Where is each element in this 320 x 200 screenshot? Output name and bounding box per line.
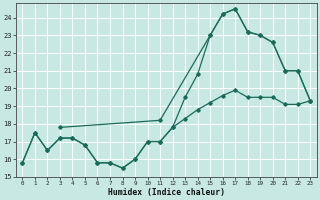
X-axis label: Humidex (Indice chaleur): Humidex (Indice chaleur) <box>108 188 225 197</box>
